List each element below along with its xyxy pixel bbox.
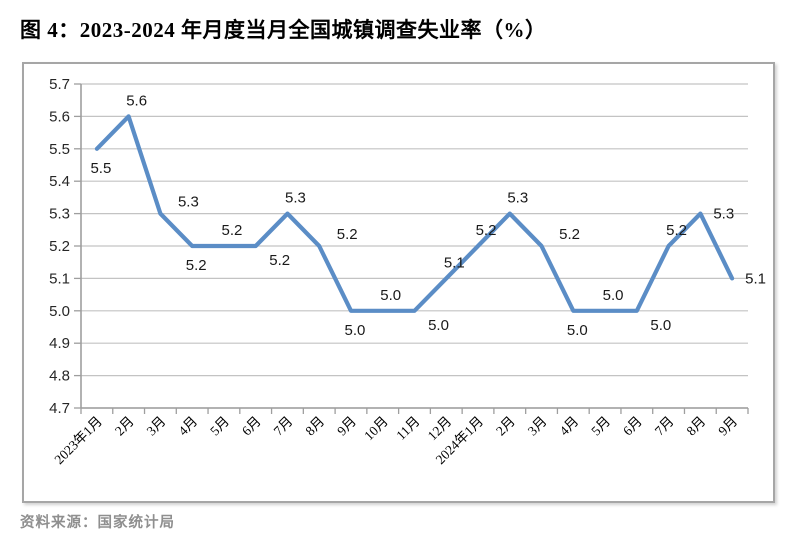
- x-tick-label: 9月: [715, 414, 740, 439]
- y-tick-label: 5.1: [49, 270, 70, 287]
- data-point-label: 5.3: [713, 206, 734, 223]
- data-point-label: 5.0: [603, 287, 624, 304]
- x-tick-label: 11月: [393, 414, 422, 443]
- data-point-label: 5.0: [380, 287, 401, 304]
- x-tick-label: 3月: [525, 414, 550, 439]
- x-tick-label: 7月: [652, 414, 677, 439]
- x-tick-label: 6月: [620, 414, 645, 439]
- data-point-label: 5.2: [476, 222, 497, 239]
- data-point-label: 5.1: [745, 270, 766, 287]
- unemployment-rate-series-line: [94, 114, 735, 313]
- y-axis-labels: 5.7 5.6 5.5 5.4 5.3 5.2 5.1 5.0 4.9 4.8 4.7: [49, 76, 70, 417]
- data-point-label: 5.3: [285, 190, 306, 207]
- data-point-label: 5.3: [507, 190, 528, 207]
- unemployment-rate-line-chart: 5.75.65.55.45.35.25.15.04.94.84.75.55.65…: [49, 76, 766, 468]
- x-tick-label: 5月: [207, 414, 232, 439]
- data-series-group: [94, 114, 735, 313]
- x-tick-label: 8月: [302, 414, 327, 439]
- x-tick-label: 7月: [271, 414, 296, 439]
- y-axis-ticks: [74, 83, 81, 409]
- data-point-label: 5.6: [126, 92, 147, 109]
- data-point-label: 5.0: [567, 322, 588, 339]
- gridlines-group: [81, 83, 748, 409]
- data-point-label: 5.5: [90, 160, 111, 177]
- y-tick-label: 5.3: [49, 206, 70, 223]
- data-point-label: 5.2: [666, 222, 687, 239]
- data-point-label: 5.2: [559, 226, 580, 243]
- source-note: 资料来源：国家统计局: [20, 515, 175, 531]
- x-tick-label: 6月: [239, 414, 264, 439]
- data-point-label: 5.0: [345, 322, 366, 339]
- axis-lines: [80, 84, 748, 409]
- x-tick-label: 2023年1月: [51, 414, 105, 468]
- data-point-label: 5.2: [186, 257, 207, 274]
- y-tick-label: 5.0: [49, 303, 70, 320]
- y-tick-label: 4.9: [49, 335, 70, 352]
- y-tick-label: 5.7: [49, 76, 70, 93]
- chart-title: 图 4：2023-2024 年月度当月全国城镇调查失业率（%）: [20, 18, 547, 42]
- x-tick-label: 4月: [175, 414, 200, 439]
- y-tick-label: 5.5: [49, 141, 70, 158]
- x-tick-label: 4月: [557, 414, 582, 439]
- y-tick-label: 4.7: [49, 400, 70, 417]
- data-point-label: 5.2: [221, 222, 242, 239]
- y-tick-label: 4.8: [49, 368, 70, 385]
- data-point-label: 5.0: [650, 317, 671, 334]
- x-tick-label: 9月: [334, 414, 359, 439]
- chart-container: 5.7 5.6 5.5 5.4 5.3 5.2 5.1 5.0 4.9 4.8 4.7 5.5 5.6 5…: [22, 62, 775, 503]
- x-tick-label: 5月: [588, 414, 613, 439]
- y-tick-label: 5.2: [49, 238, 70, 255]
- data-point-label: 5.2: [337, 226, 358, 243]
- data-point-label: 5.1: [444, 254, 465, 271]
- y-tick-label: 5.6: [49, 108, 70, 125]
- x-axis-ticks: [80, 408, 749, 414]
- x-tick-label: 2月: [112, 414, 137, 439]
- x-tick-label: 10月: [361, 414, 391, 444]
- data-point-label: 5.0: [428, 317, 449, 334]
- data-labels-group: 5.5 5.6 5.3 5.2 5.2 5.2 5.3 5.2 5.0 5.0 5.0 5.1 5.2 5…: [90, 92, 766, 338]
- y-tick-label: 5.4: [49, 173, 70, 190]
- x-tick-label: 2月: [493, 414, 518, 439]
- x-tick-label: 8月: [684, 414, 709, 439]
- x-tick-label: 3月: [144, 414, 169, 439]
- data-point-label: 5.3: [178, 194, 199, 211]
- data-point-label: 5.2: [269, 252, 290, 269]
